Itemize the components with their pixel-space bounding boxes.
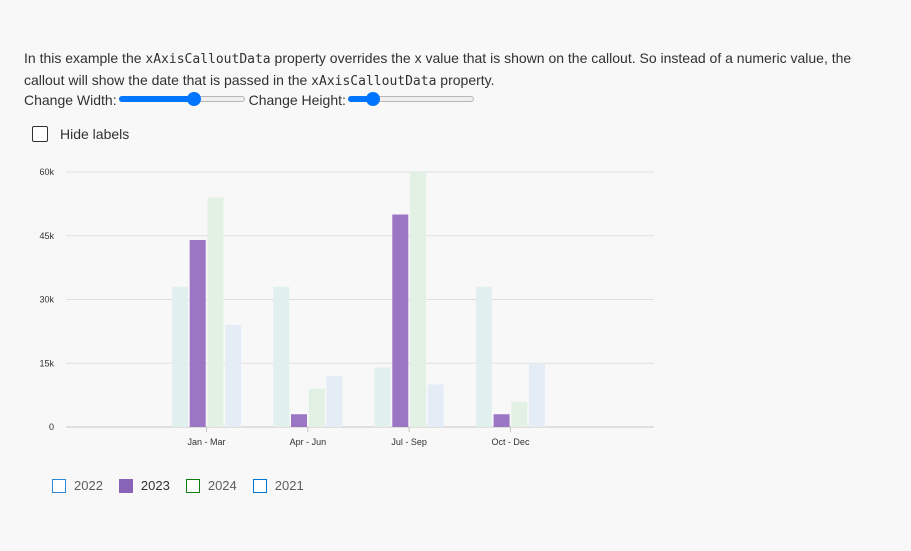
legend-item-2023[interactable]: 2023 — [118, 478, 170, 493]
legend-item-2024[interactable]: 2024 — [185, 478, 237, 493]
x-tick-label: Jan - Mar — [188, 437, 226, 447]
chart-gridlines — [66, 171, 654, 428]
height-slider-fill — [347, 96, 374, 102]
legend-item-2021[interactable]: 2021 — [252, 478, 304, 493]
description-text: In this example the xAxisCalloutData pro… — [24, 48, 884, 92]
y-tick-label: 30k — [39, 295, 54, 305]
legend-item-2022[interactable]: 2022 — [52, 478, 103, 493]
description-part-3: property. — [436, 72, 495, 88]
bar-2022-2[interactable] — [273, 286, 290, 427]
bar-2022-3[interactable] — [374, 367, 391, 428]
bar-2024-3[interactable] — [410, 172, 426, 427]
height-slider[interactable] — [347, 90, 474, 110]
bar-chart: 0 15k 30k 45k 60k Jan - Mar Apr - Jun Jul - Se… — [39, 167, 654, 447]
hide-labels-label: Hide labels — [60, 126, 130, 142]
size-controls: Change Width: Change Height: — [24, 90, 474, 110]
bar-2023-1[interactable] — [189, 240, 206, 427]
description-code-1: xAxisCalloutData — [145, 52, 271, 67]
description-part-2: property overrides the x value that is s… — [24, 50, 852, 88]
height-slider-label: Change Height: — [248, 92, 346, 108]
y-tick-label: 15k — [39, 358, 54, 368]
bar-2022-1[interactable] — [172, 286, 188, 427]
legend-label-2021: 2021 — [274, 478, 304, 493]
x-axis-ticks: Jan - Mar Apr - Jun Jul - Sep Oct - Dec — [188, 427, 530, 447]
description-code-2: xAxisCalloutData — [311, 74, 437, 89]
legend-swatch-2022 — [52, 478, 66, 493]
x-tick-label: Jul - Sep — [391, 437, 427, 447]
hide-labels-checkbox[interactable]: Hide labels — [32, 126, 129, 142]
bar-2024-2[interactable] — [308, 388, 325, 427]
legend-swatch-2021 — [252, 478, 267, 493]
x-tick-label: Apr - Jun — [290, 437, 327, 447]
bar-2021-4[interactable] — [529, 363, 545, 427]
bar-2023-4[interactable] — [493, 414, 510, 427]
width-slider-thumb[interactable] — [187, 92, 202, 106]
legend-label-2023: 2023 — [140, 478, 170, 493]
bar-2023-3[interactable] — [392, 214, 409, 428]
y-tick-label: 60k — [39, 167, 54, 177]
width-slider[interactable] — [118, 90, 245, 110]
y-tick-label: 0 — [49, 422, 54, 432]
width-slider-fill — [118, 96, 195, 102]
bar-2021-3[interactable] — [427, 384, 444, 428]
bar-2023-2[interactable] — [291, 414, 307, 427]
description-part-1: In this example the — [24, 50, 146, 66]
legend-swatch-2023 — [118, 478, 133, 493]
height-slider-thumb[interactable] — [366, 92, 381, 106]
legend-label-2022: 2022 — [74, 478, 103, 493]
bar-2021-1[interactable] — [225, 325, 242, 427]
chart-legend: 2022 2023 2024 2021 — [52, 478, 320, 493]
y-tick-label: 45k — [39, 231, 54, 241]
x-tick-label: Oct - Dec — [491, 437, 530, 447]
bar-2024-1[interactable] — [207, 197, 224, 428]
chart-bars — [172, 172, 545, 427]
legend-label-2024: 2024 — [207, 478, 237, 493]
bar-2024-4[interactable] — [511, 401, 528, 428]
legend-swatch-2024 — [185, 478, 200, 493]
bar-2022-4[interactable] — [475, 286, 492, 427]
width-slider-label: Change Width: — [24, 92, 117, 108]
hide-labels-checkbox-box[interactable] — [32, 126, 48, 142]
bar-2021-2[interactable] — [326, 376, 343, 427]
y-axis-ticks: 0 15k 30k 45k 60k — [39, 167, 54, 432]
